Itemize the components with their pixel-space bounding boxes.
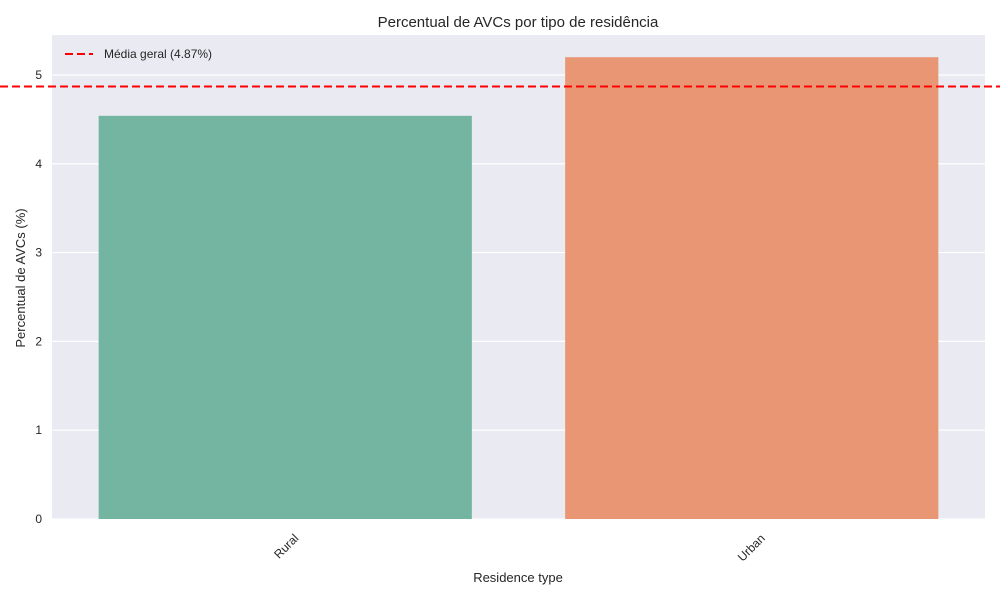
bars — [98, 57, 939, 519]
y-tick-label: 5 — [35, 68, 42, 82]
y-tick-label: 2 — [35, 334, 42, 348]
legend-label: Média geral (4.87%) — [104, 47, 212, 61]
x-axis-ticks: Rural Urban — [271, 531, 768, 564]
y-tick-label: 0 — [35, 512, 42, 526]
y-tick-label: 3 — [35, 246, 42, 260]
y-axis-ticks: 0 1 2 3 4 5 — [35, 68, 42, 526]
legend: Média geral (4.87%) — [65, 47, 212, 61]
bar-urban — [565, 57, 939, 519]
y-tick-label: 4 — [35, 157, 42, 171]
bar-rural — [98, 115, 472, 519]
x-axis-label: Residence type — [473, 570, 563, 585]
y-tick-label: 1 — [35, 423, 42, 437]
x-tick-label: Urban — [735, 531, 768, 564]
y-axis-label: Percentual de AVCs (%) — [13, 208, 28, 347]
chart-title: Percentual de AVCs por tipo de residênci… — [378, 14, 659, 31]
x-tick-label: Rural — [271, 531, 301, 561]
